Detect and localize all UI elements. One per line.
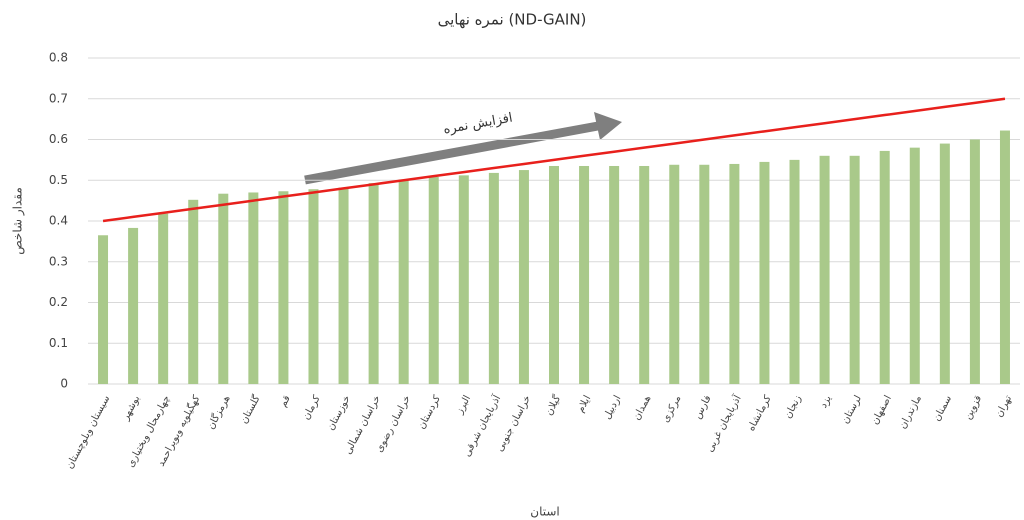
y-tick-label: 0.8	[49, 51, 68, 65]
bar	[458, 175, 469, 384]
arrow	[304, 112, 622, 185]
bar	[729, 163, 740, 384]
y-tick-label: 0.1	[49, 336, 68, 350]
bar	[939, 143, 950, 384]
bar	[368, 183, 379, 384]
y-tick-label: 0.5	[49, 173, 68, 187]
bar	[308, 189, 319, 384]
y-axis-label: مقدار شاخص	[11, 187, 26, 255]
bar	[549, 165, 559, 384]
bar	[819, 155, 830, 384]
x-tick-label: بوشهر	[120, 394, 143, 423]
x-tick-label: قزوین	[963, 393, 985, 421]
bar	[999, 130, 1010, 384]
bar	[188, 199, 199, 384]
bar	[488, 172, 499, 384]
bar	[969, 139, 980, 384]
x-tick-label: مازندران	[897, 394, 924, 431]
y-tick-label: 0	[60, 377, 68, 391]
x-tick-label: زنجان	[783, 394, 804, 421]
bar	[849, 155, 860, 384]
y-tick-label: 0.6	[49, 132, 68, 146]
x-tick-label: اردبیل	[602, 394, 624, 422]
x-tick-label: مرکزی	[660, 394, 683, 425]
bar	[98, 235, 109, 384]
y-tick-label: 0.7	[49, 91, 68, 105]
x-tick-label: سیستان وبلوچستان	[64, 394, 112, 471]
bar	[398, 179, 409, 384]
x-tick-label: تهران	[994, 393, 1015, 419]
bar	[609, 165, 620, 384]
annotation: افزایش نمره	[442, 111, 514, 138]
x-tick-label: گلستان	[238, 393, 263, 426]
trend-line	[102, 97, 1006, 223]
x-tick-label: یزد	[818, 393, 834, 410]
bar	[278, 191, 289, 384]
y-tick-label: 0.4	[49, 214, 68, 228]
x-tick-label: لرستان	[840, 394, 864, 426]
bar	[158, 213, 169, 384]
x-axis-label: استان	[530, 505, 559, 519]
bar	[759, 161, 770, 384]
x-tick-label: قم	[278, 393, 293, 408]
bar	[128, 227, 139, 384]
y-tick-label: 0.2	[49, 295, 68, 309]
x-tick-label: سمنان	[931, 394, 954, 424]
bar	[518, 170, 529, 384]
bar	[338, 187, 349, 384]
bar	[909, 147, 920, 384]
bar	[218, 193, 229, 384]
x-tick-label: همدان	[631, 394, 653, 423]
x-tick-label: کردستان	[416, 393, 443, 431]
bar	[669, 164, 680, 384]
bar	[579, 165, 590, 384]
y-tick-label: 0.3	[49, 254, 68, 268]
chart-title: نمره نهایی (ND-GAIN)	[438, 11, 587, 29]
x-tick-label: ایلام	[575, 394, 593, 415]
bar	[789, 159, 800, 384]
bar	[699, 164, 710, 384]
bar	[248, 192, 259, 384]
x-tick-label: کرمانشاه	[746, 393, 774, 433]
x-tick-label: اصفهان	[870, 394, 894, 427]
bar	[879, 150, 890, 384]
bar	[639, 165, 650, 384]
x-tick-label: البرز	[454, 394, 473, 417]
bar	[428, 176, 439, 384]
x-tick-label: کرمان	[301, 393, 323, 421]
x-tick-label: هرمزگان	[205, 393, 233, 431]
x-tick-label: خوزستان	[325, 394, 353, 433]
x-tick-label: فارس	[692, 393, 713, 420]
x-tick-label: گیلان	[543, 393, 564, 417]
